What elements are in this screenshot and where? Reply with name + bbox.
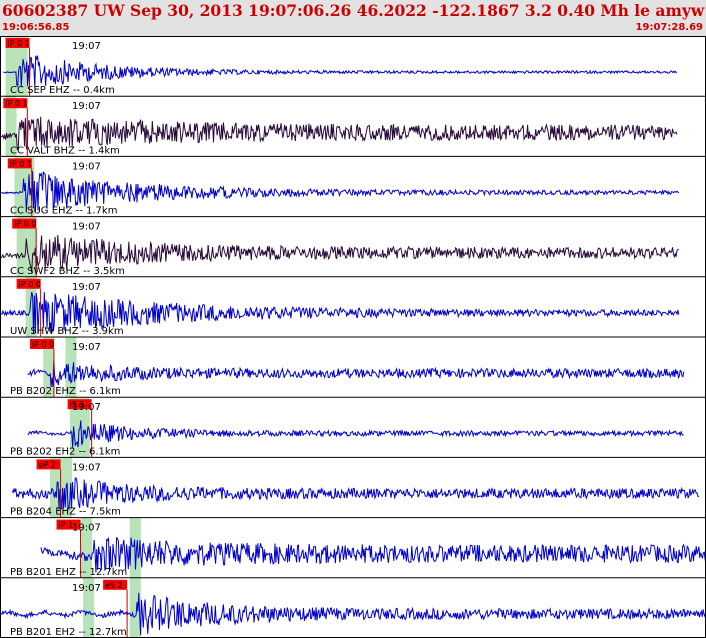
pick-box — [67, 399, 92, 410]
trace-station-label: PB B202 EH2 -- 6.1km — [10, 446, 120, 457]
pick-label: iS 1 — [70, 400, 85, 409]
trace-waveform — [40, 536, 706, 573]
pick-box — [5, 38, 30, 48]
pick-label: iP 0 0 — [32, 340, 54, 349]
trace-waveform — [0, 170, 680, 213]
pick-box — [56, 519, 81, 530]
trace-time-label: 19:07 — [72, 523, 101, 534]
trace-panel[interactable]: iP 0 1 iP 0 1 iP 0 1 iP 0 0 iP 0 0 iP 0 0 iS 1… — [0, 36, 706, 638]
trace-station-label: PB B201 EHZ -- 12.7km — [10, 567, 127, 578]
trace-time-label: 19:07 — [72, 583, 101, 594]
pick-label: eP 2 — [39, 460, 56, 469]
pick-window — [14, 156, 26, 217]
pick-label: iP 0 1 — [10, 159, 32, 168]
pick-window — [49, 457, 61, 518]
traces — [0, 55, 706, 636]
pick-window — [129, 577, 141, 638]
window-start-time: 19:06:56.85 — [2, 22, 70, 33]
trace-time-label: 19:07 — [72, 101, 101, 112]
trace-time-label: 19:07 — [72, 402, 101, 413]
event-title: 60602387 UW Sep 30, 2013 19:07:06.26 46.… — [2, 1, 706, 20]
trace-waveform — [0, 116, 678, 151]
trace-station-label: UW SHW BHZ -- 3.9km — [10, 326, 124, 337]
pick-window — [16, 216, 28, 277]
pick-box — [29, 339, 54, 349]
trace-time-label: 19:07 — [72, 462, 101, 473]
trace-waveform — [3, 55, 677, 88]
pick-label: eS 2 — [105, 581, 123, 590]
trace-time-label: 19:07 — [72, 282, 101, 293]
trace-separators — [0, 95, 706, 638]
pick-window — [27, 216, 37, 277]
pick-label: iP 0 1 — [5, 99, 27, 108]
trace-waveform — [11, 477, 699, 511]
trace-station-label: CC VALT BHZ -- 1.4km — [10, 145, 120, 156]
pick-window — [80, 517, 93, 578]
event-header: 60602387 UW Sep 30, 2013 19:07:06.26 46.… — [0, 0, 706, 36]
trace-station-label: PB B201 EH2 -- 12.7km — [10, 627, 127, 638]
pick-window — [25, 276, 37, 337]
trace-waveform — [0, 234, 680, 273]
trace-station-label: CC SWF2 BHZ -- 3.5km — [10, 266, 125, 277]
pick-window — [65, 337, 77, 398]
pick-label: iP 0 0 — [14, 220, 36, 229]
trace-waveform — [27, 360, 685, 388]
trace-waveform — [0, 592, 706, 636]
pick-window — [5, 36, 17, 97]
trace-time-label: 19:07 — [72, 342, 101, 353]
pick-label: iP 1 — [59, 521, 74, 530]
trace-time-label: 19:07 — [72, 41, 101, 52]
trace-time-label: 19:07 — [72, 222, 101, 233]
trace-labels: 19:07 CC SEP EHZ -- 0.4km 19:07 CC VALT BHZ… — [10, 41, 127, 638]
trace-station-label: PB B202 EHZ -- 6.1km — [10, 386, 121, 397]
pick-window — [80, 397, 90, 458]
pick-window — [5, 96, 17, 157]
pick-label: iP 0 0 — [19, 280, 41, 289]
trace-station-label: PB B204 EHZ -- 7.5km — [10, 507, 121, 518]
pick-box — [103, 579, 128, 590]
trace-waveform — [27, 420, 684, 448]
pick-label: iP 0 1 — [8, 39, 30, 48]
trace-time-label: 19:07 — [72, 161, 101, 172]
pick-box — [12, 218, 37, 229]
pick-markers: iP 0 1 iP 0 1 iP 0 1 iP 0 0 iP 0 0 iP 0 0 iS 1… — [3, 38, 128, 638]
pick-box — [3, 98, 28, 109]
pick-window — [43, 337, 55, 398]
pick-box — [7, 158, 32, 169]
pick-window — [83, 577, 95, 638]
pick-box — [16, 278, 41, 289]
pick-box — [36, 459, 61, 470]
trace-waveform — [0, 292, 680, 334]
trace-station-label: CC SEP EHZ -- 0.4km — [10, 85, 115, 96]
trace-station-label: CC SUG EHZ -- 1.7km — [10, 206, 117, 217]
window-end-time: 19:07:28.69 — [635, 22, 703, 33]
pick-window — [69, 397, 81, 458]
